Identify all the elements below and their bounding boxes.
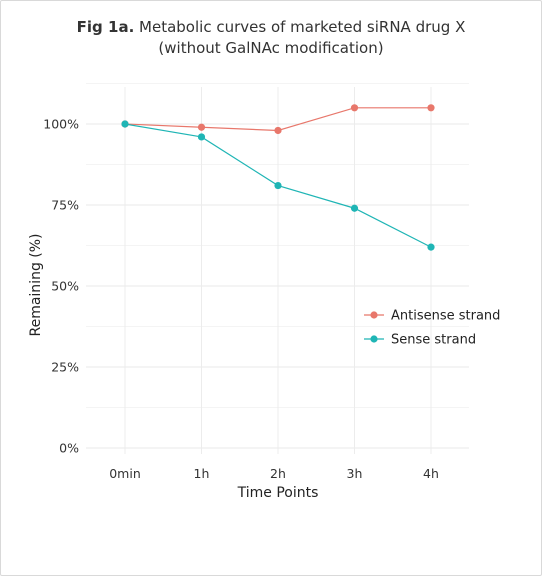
data-point xyxy=(427,104,435,112)
y-tick-label: 25% xyxy=(51,360,79,375)
data-point xyxy=(274,181,282,190)
data-point xyxy=(427,243,435,251)
chart-title: Fig 1a. Metabolic curves of marketed siR… xyxy=(0,17,542,59)
y-tick-label: 100% xyxy=(43,117,79,132)
series-points xyxy=(121,104,435,251)
legend-marker xyxy=(370,311,378,319)
legend-item: Antisense strand xyxy=(364,309,500,324)
chart-subtitle: (without GalNAc modification) xyxy=(158,39,384,57)
chart-title-text: Metabolic curves of marketed siRNA drug … xyxy=(139,18,466,36)
data-point xyxy=(350,104,359,112)
figure-number: Fig 1a. xyxy=(76,18,135,36)
data-point xyxy=(197,133,206,141)
data-point xyxy=(121,120,129,128)
grid-major xyxy=(86,87,469,454)
x-tick-label: 3h xyxy=(347,466,363,481)
x-tick-label: 4h xyxy=(423,466,439,481)
data-point xyxy=(350,204,359,212)
x-tick-label: 0min xyxy=(109,466,141,481)
y-tick-label: 0% xyxy=(59,441,79,456)
y-tick-label: 50% xyxy=(51,279,79,294)
x-tick-label: 2h xyxy=(270,466,286,481)
y-tick-label: 75% xyxy=(51,198,79,213)
data-point xyxy=(197,123,206,131)
y-axis-label: Remaining (%) xyxy=(28,233,44,336)
y-axis-ticks: 0% 25% 50% 75% 100% xyxy=(43,117,79,456)
legend-label: Sense strand xyxy=(391,333,476,348)
legend-item: Sense strand xyxy=(364,333,476,348)
legend-marker xyxy=(370,335,378,343)
x-axis-label: Time Points xyxy=(237,485,319,501)
data-point xyxy=(274,126,282,135)
x-axis-ticks: 0min 1h 2h 3h 4h xyxy=(109,466,439,481)
legend: Antisense strand Sense strand xyxy=(364,309,500,348)
chart-title-line1: Fig 1a. Metabolic curves of marketed siR… xyxy=(0,17,542,38)
legend-label: Antisense strand xyxy=(391,309,500,324)
x-tick-label: 1h xyxy=(194,466,210,481)
